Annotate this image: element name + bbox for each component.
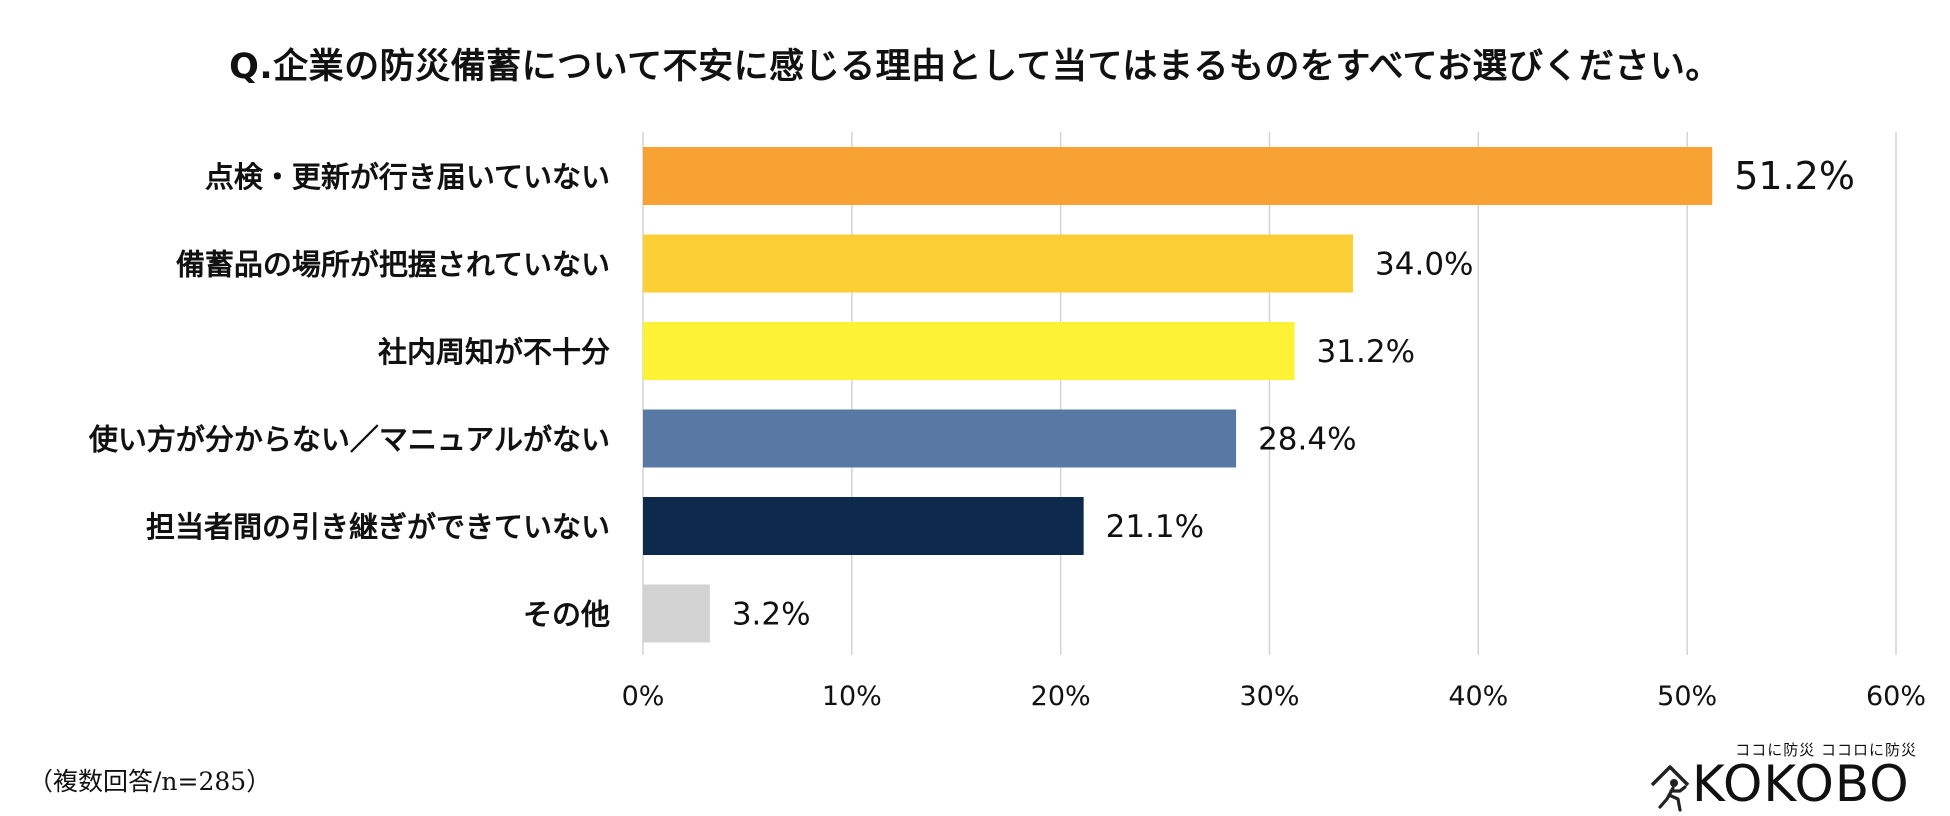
category-label: 使い方が分からない／マニュアルがない: [88, 423, 610, 457]
category-label: その他: [523, 598, 610, 632]
bar: [643, 584, 710, 643]
bar: [643, 322, 1295, 380]
x-tick-label: 50%: [1657, 681, 1717, 712]
x-tick-label: 0%: [622, 681, 665, 712]
brand-wordmark: KOKOBO: [1692, 755, 1910, 813]
x-tick-label: 10%: [822, 681, 882, 712]
house-runner-icon: [1650, 765, 1690, 812]
kokobo-logo: ココに防災 ココロに防災 KOKOBO: [1650, 737, 1935, 815]
value-label: 28.4%: [1258, 422, 1356, 458]
value-labels: 51.2% 34.0% 31.2% 28.4% 21.1% 3.2%: [732, 154, 1855, 633]
value-label: 3.2%: [732, 597, 811, 633]
value-label: 21.1%: [1106, 509, 1204, 545]
x-tick-label: 20%: [1031, 681, 1091, 712]
brand-tagline: ココに防災 ココロに防災: [1735, 741, 1917, 759]
bar: [643, 234, 1354, 293]
gridlines: [642, 132, 1897, 655]
x-axis-ticks: 0% 10% 20% 30% 40% 50% 60%: [622, 681, 1926, 712]
category-label: 点検・更新が行き届いていない: [205, 160, 610, 194]
x-tick-label: 30%: [1239, 681, 1299, 712]
value-label: 31.2%: [1317, 334, 1415, 370]
x-tick-label: 40%: [1448, 681, 1508, 712]
value-label: 34.0%: [1375, 247, 1473, 283]
bar: [643, 497, 1084, 555]
bars: [643, 147, 1713, 643]
footnote: （複数回答/n=285）: [28, 767, 272, 796]
value-label: 51.2%: [1734, 154, 1855, 198]
category-label: 備蓄品の場所が把握されていない: [176, 248, 610, 282]
bar: [643, 409, 1237, 468]
category-label: 担当者間の引き継ぎができていない: [146, 510, 610, 544]
category-labels: 点検・更新が行き届いていない備蓄品の場所が把握されていない社内周知が不十分使い方…: [88, 160, 610, 632]
x-tick-label: 60%: [1866, 681, 1926, 712]
category-label: 社内周知が不十分: [378, 335, 610, 369]
bar: [643, 147, 1713, 205]
chart-title: Q.企業の防災備蓄について不安に感じる理由として当てはまるものをすべてお選びくだ…: [229, 47, 1721, 87]
